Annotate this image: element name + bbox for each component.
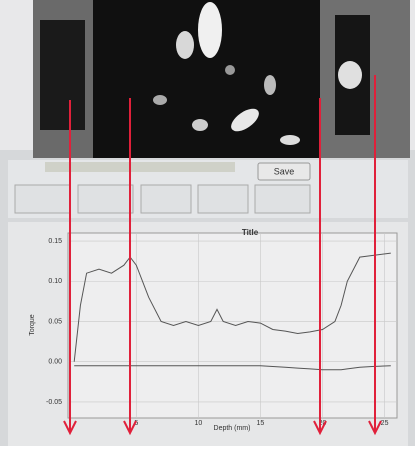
- plot-area: [68, 233, 397, 418]
- field-box: [15, 185, 70, 213]
- field-box: [141, 185, 191, 213]
- field-box: [255, 185, 310, 213]
- x-tick-label: 10: [194, 420, 202, 427]
- y-tick-label: 0.00: [48, 359, 62, 366]
- x-tick-label: 25: [381, 420, 389, 427]
- save-label: Save: [274, 166, 295, 176]
- field-box: [198, 185, 248, 213]
- y-tick-label: 0.15: [48, 238, 62, 245]
- x-axis-label: Depth (mm): [214, 425, 251, 432]
- screenshot: Save Title Torque Depth (mm) 0.15 0.10 0.0…: [0, 0, 415, 446]
- y-tick-label: 0.10: [48, 278, 62, 285]
- x-tick-label: 15: [257, 420, 265, 427]
- micrograph: [33, 0, 410, 158]
- chart-title: Title: [242, 228, 259, 237]
- y-tick-label: 0.05: [48, 318, 62, 325]
- description-field: [45, 162, 235, 172]
- field-box: [78, 185, 133, 213]
- y-tick-label: -0.05: [46, 399, 62, 406]
- y-axis-label: Torque: [29, 314, 36, 336]
